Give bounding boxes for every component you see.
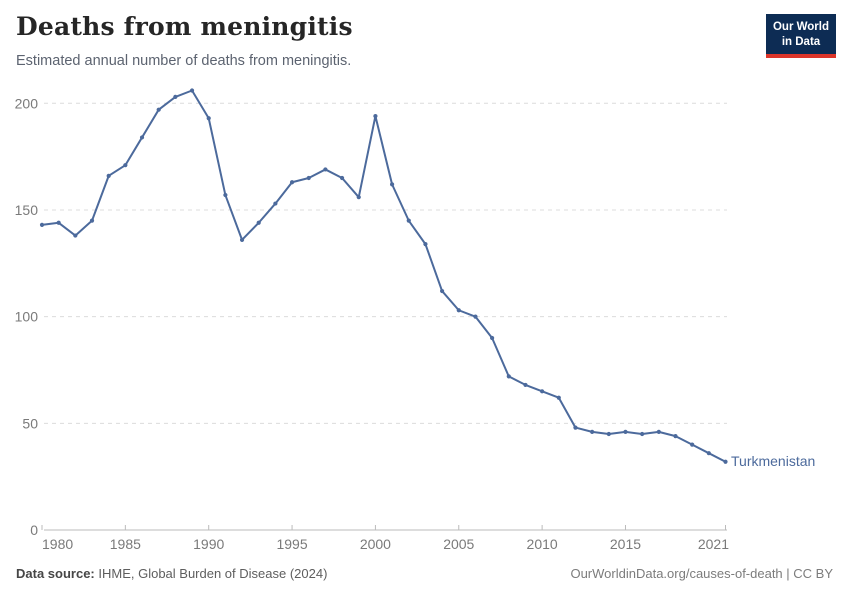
data-point[interactable]: [89, 218, 95, 223]
data-point[interactable]: [706, 451, 711, 456]
data-point[interactable]: [606, 431, 611, 437]
x-tick-label: 2021: [698, 536, 729, 552]
data-point[interactable]: [673, 434, 678, 439]
data-point[interactable]: [123, 163, 128, 168]
data-source-value: IHME, Global Burden of Disease (2024): [94, 566, 328, 581]
data-point[interactable]: [473, 314, 478, 319]
data-point[interactable]: [106, 173, 111, 178]
x-tick-label: 1980: [42, 536, 73, 552]
data-point[interactable]: [556, 395, 561, 400]
owid-logo-red-bar: [766, 53, 836, 58]
data-point[interactable]: [239, 237, 245, 242]
credit-link[interactable]: OurWorldinData.org/causes-of-death | CC …: [570, 566, 833, 581]
y-tick-label: 200: [15, 95, 39, 111]
data-point[interactable]: [406, 218, 411, 223]
x-tick-label: 1985: [110, 536, 141, 552]
data-point[interactable]: [590, 429, 595, 434]
y-tick-label: 0: [30, 522, 38, 538]
data-point[interactable]: [356, 195, 361, 200]
y-tick-label: 50: [22, 415, 38, 431]
data-point[interactable]: [540, 389, 545, 394]
data-point[interactable]: [323, 167, 328, 172]
data-point[interactable]: [623, 429, 628, 434]
chart-footer: Data source: IHME, Global Burden of Dise…: [16, 566, 833, 581]
owid-logo-line1: Our World: [772, 21, 829, 33]
x-tick-label: 2000: [360, 536, 391, 552]
data-point[interactable]: [189, 88, 195, 93]
data-point[interactable]: [640, 431, 645, 437]
x-tick-label: 1995: [276, 536, 307, 552]
data-point[interactable]: [173, 94, 178, 99]
entity-label[interactable]: Turkmenistan: [731, 453, 815, 469]
x-tick-label: 1990: [193, 536, 224, 552]
data-point[interactable]: [39, 222, 45, 228]
data-point[interactable]: [223, 192, 228, 198]
data-point[interactable]: [456, 308, 461, 313]
data-point[interactable]: [490, 335, 495, 341]
data-point[interactable]: [506, 374, 511, 379]
data-point[interactable]: [656, 429, 661, 434]
data-point[interactable]: [306, 175, 311, 181]
data-point[interactable]: [389, 182, 395, 187]
owid-logo[interactable]: Our World in Data: [766, 14, 836, 58]
data-point[interactable]: [139, 135, 145, 140]
data-point[interactable]: [573, 425, 578, 430]
x-tick-label: 2010: [527, 536, 558, 552]
data-point[interactable]: [273, 201, 278, 206]
data-point[interactable]: [339, 175, 345, 181]
data-point[interactable]: [256, 220, 261, 225]
data-point[interactable]: [289, 180, 295, 185]
data-source-label: Data source:: [16, 566, 95, 581]
chart-subtitle: Estimated annual number of deaths from m…: [16, 53, 352, 69]
y-tick-label: 100: [15, 309, 39, 325]
data-point[interactable]: [156, 107, 161, 112]
data-point[interactable]: [423, 242, 428, 247]
data-point[interactable]: [523, 382, 528, 388]
x-tick-label: 2015: [610, 536, 641, 552]
data-point[interactable]: [439, 288, 445, 294]
data-point[interactable]: [73, 233, 78, 238]
page-title: Deaths from meningitis: [16, 12, 353, 41]
y-tick-label: 150: [15, 202, 39, 218]
x-tick-label: 2005: [443, 536, 474, 552]
data-point[interactable]: [723, 459, 728, 464]
owid-logo-line2: in Data: [781, 35, 821, 48]
data-point[interactable]: [690, 442, 695, 447]
data-point[interactable]: [373, 114, 378, 119]
data-point[interactable]: [56, 220, 61, 225]
data-point[interactable]: [206, 116, 211, 121]
data-line[interactable]: [41, 89, 727, 463]
data-source-note: Data source: IHME, Global Burden of Dise…: [16, 566, 327, 581]
